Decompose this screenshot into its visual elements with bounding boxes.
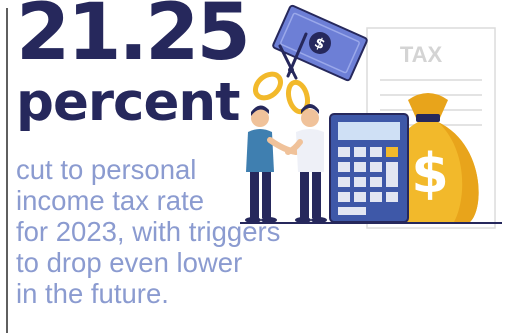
tax-form-label: TAX <box>400 42 443 67</box>
person-right-icon <box>285 104 327 223</box>
description-line: for 2023, with triggers <box>16 216 281 247</box>
person-left-icon <box>245 105 299 223</box>
scissors-icon <box>252 32 311 115</box>
left-accent-rule <box>6 8 8 333</box>
headline-unit: percent <box>16 72 240 133</box>
headline-stat: 21.25 <box>16 0 251 78</box>
tax-cut-illustration: TAX $ $ <box>240 0 507 333</box>
description-line: to drop even lower <box>16 247 243 278</box>
calculator-icon <box>329 113 409 223</box>
description-line: income tax rate <box>16 185 205 216</box>
dollar-bill-icon: $ <box>272 4 368 82</box>
bag-symbol: $ <box>411 142 449 205</box>
description-line: in the future. <box>16 278 169 309</box>
description-line: cut to personal <box>16 154 197 185</box>
description-text: cut to personal income tax rate for 2023… <box>16 154 280 309</box>
